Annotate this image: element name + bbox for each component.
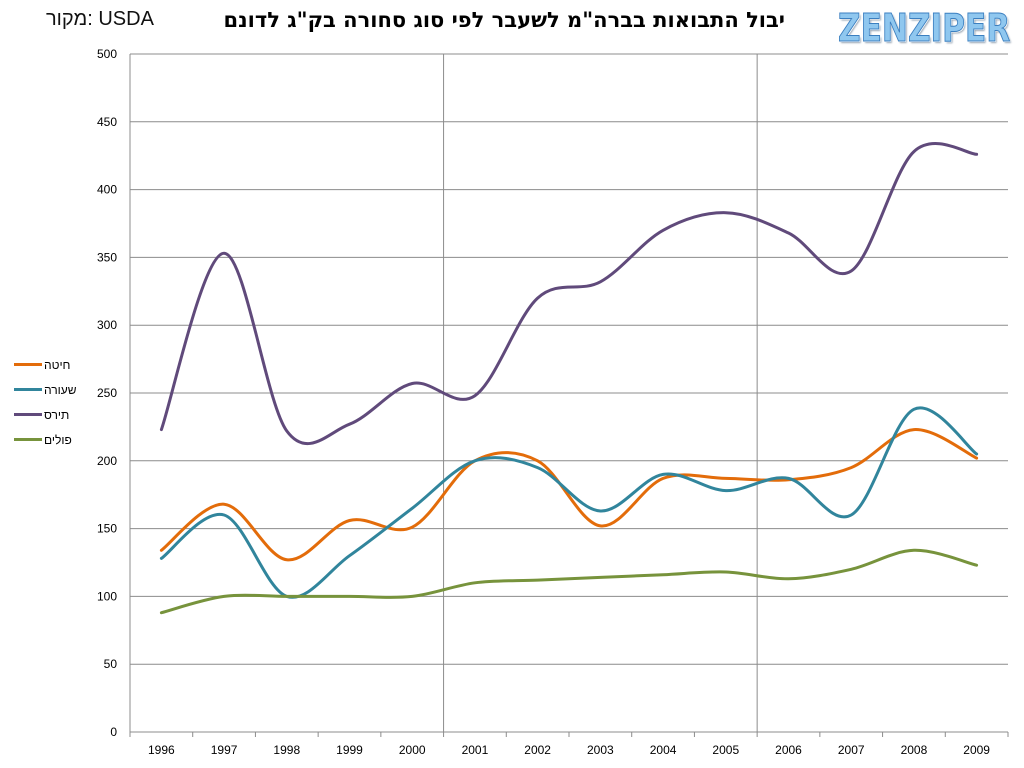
x-tick-label: 2000 [399, 743, 426, 757]
y-tick-label: 0 [110, 725, 117, 739]
legend-item: פולים [14, 427, 77, 452]
x-tick-label: 2007 [838, 743, 865, 757]
series-line-3 [159, 548, 979, 615]
zenziper-logo: ZENZIPER [838, 6, 1011, 51]
y-tick-label: 50 [104, 657, 118, 671]
chart-title: יבול התבואות בברה"מ לשעבר לפי סוג סחורה … [223, 8, 785, 32]
legend-swatch [14, 388, 42, 391]
legend-label: חיטה [44, 357, 71, 372]
chart-legend: חיטה שעורה תירס פולים [14, 352, 77, 452]
legend-swatch [14, 363, 42, 366]
legend-swatch [14, 438, 42, 441]
source-label: מקור: USDA [46, 8, 154, 30]
x-tick-label: 1997 [211, 743, 238, 757]
y-tick-label: 450 [97, 115, 117, 129]
legend-label: פולים [44, 432, 72, 447]
y-tick-label: 100 [97, 589, 117, 603]
y-tick-label: 250 [97, 386, 117, 400]
y-tick-label: 350 [97, 250, 117, 264]
legend-item: שעורה [14, 377, 77, 402]
x-tick-label: 2008 [901, 743, 928, 757]
x-tick-label: 2002 [524, 743, 551, 757]
x-tick-label: 2001 [462, 743, 489, 757]
x-tick-label: 2009 [963, 743, 990, 757]
legend-item: חיטה [14, 352, 77, 377]
x-tick-label: 2006 [775, 743, 802, 757]
x-tick-label: 1999 [336, 743, 363, 757]
y-tick-label: 200 [97, 454, 117, 468]
y-tick-label: 400 [97, 183, 117, 197]
legend-label: שעורה [44, 382, 77, 397]
series-line-0 [159, 428, 979, 562]
x-tick-label: 2003 [587, 743, 614, 757]
legend-item: תירס [14, 402, 77, 427]
y-tick-label: 300 [97, 318, 117, 332]
x-tick-label: 1996 [148, 743, 175, 757]
y-tick-label: 150 [97, 522, 117, 536]
legend-label: תירס [44, 407, 70, 422]
x-tick-label: 1998 [273, 743, 300, 757]
y-tick-label: 500 [97, 47, 117, 61]
x-tick-label: 2004 [650, 743, 677, 757]
legend-swatch [14, 413, 42, 416]
series-line-2 [159, 142, 979, 446]
x-tick-label: 2005 [712, 743, 739, 757]
